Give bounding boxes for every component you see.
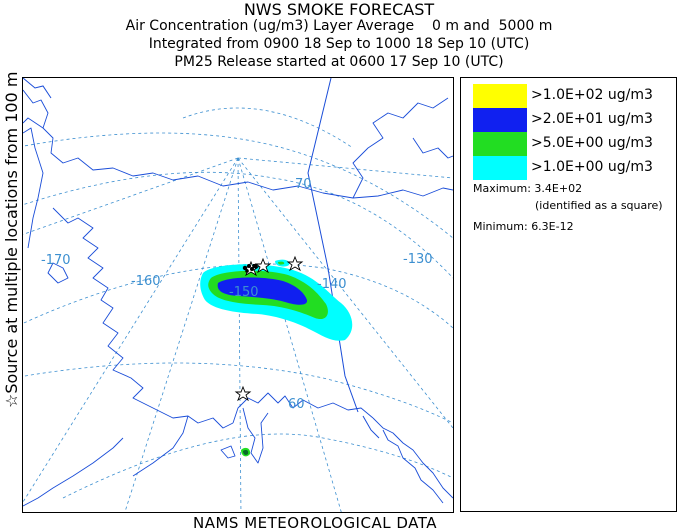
parallel-75 (23, 132, 453, 239)
minimum-readout: Minimum: 6.3E-12 (473, 220, 574, 233)
maximum-label: Maximum: (473, 182, 531, 195)
legend-panel: >1.0E+02 ug/m3 >2.0E+01 ug/m3 >5.0E+00 u… (460, 77, 677, 512)
plume-green-spot (278, 261, 285, 265)
date-line-border (23, 78, 52, 99)
source-star-icon (234, 385, 252, 402)
meridian-140 (237, 157, 342, 512)
panhandle-border (362, 415, 380, 439)
concentration-subtitle: Air Concentration (ug/m3) Layer Average … (125, 18, 553, 34)
legend-swatch (473, 84, 527, 108)
st-lawrence-island (47, 262, 69, 284)
release-time: PM25 Release started at 0600 17 Sep 10 (… (174, 54, 504, 70)
parallel-55 (62, 433, 453, 499)
source-side-text: Source at multiple locations from 100 m (2, 71, 21, 394)
peninsula-south (132, 415, 189, 477)
lon-label-130: -130 (403, 252, 433, 267)
source-side-label: ☆Source at multiple locations from 100 m (2, 72, 24, 408)
coastlines (23, 89, 453, 507)
wrangel-coast (23, 117, 44, 129)
longitude-lines (23, 157, 453, 512)
source-cluster (242, 264, 258, 273)
source-star-icon (286, 255, 304, 272)
legend-swatch (473, 108, 527, 132)
legend-label: >1.0E+02 ug/m3 (531, 87, 653, 103)
legend-item: >1.0E+00 ug/m3 (473, 156, 673, 180)
alaska-peninsula (23, 437, 124, 507)
panhandle-islands (382, 429, 444, 504)
gulf-coast (232, 392, 374, 424)
plume-south-core (243, 450, 249, 455)
maximum-value: 3.4E+02 (534, 182, 583, 195)
lon-label-170: -170 (41, 253, 71, 268)
legend-swatch (473, 156, 527, 180)
lon-label-140: -140 (317, 277, 347, 292)
meridian-170 (23, 157, 239, 503)
cook-inlet (242, 407, 269, 464)
legend-item: >2.0E+01 ug/m3 (473, 108, 673, 132)
parallel-70 (23, 171, 453, 279)
legend-label: >5.0E+00 ug/m3 (531, 135, 653, 151)
minimum-value: 6.3E-12 (531, 220, 574, 233)
map-panel: -170 -160 -150 -140 -130 70 60 (22, 77, 454, 513)
banks-island (412, 137, 453, 159)
plume-blue-core (248, 285, 283, 296)
maximum-square (253, 264, 257, 268)
lat-label-60: 60 (288, 397, 305, 412)
meridian-180 (23, 157, 239, 235)
grid-labels: -170 -160 -150 -140 -130 70 60 (41, 177, 433, 412)
map-title: NWS SMOKE FORECAST (243, 0, 435, 19)
lon-label-150: -150 (229, 285, 259, 300)
maximum-readout: Maximum: 3.4E+02 (473, 182, 582, 195)
west-coast (52, 207, 234, 429)
legend-item: >1.0E+02 ug/m3 (473, 84, 673, 108)
meridian-120 (237, 157, 453, 179)
meridian-160 (124, 157, 239, 512)
lon-label-160: -160 (131, 274, 161, 289)
legend-label: >2.0E+01 ug/m3 (531, 111, 653, 127)
alaska-map: -170 -160 -150 -140 -130 70 60 (23, 78, 453, 512)
minimum-label: Minimum: (473, 220, 528, 233)
parallel-80 (182, 107, 354, 149)
lat-label-70: 70 (295, 177, 312, 192)
smoke-plume (200, 259, 353, 457)
legend-item: >5.0E+00 ug/m3 (473, 132, 673, 156)
chukotka-coast (23, 127, 44, 249)
alaska-canada-border (307, 78, 359, 413)
canadian-archipelago (352, 97, 449, 199)
borders (23, 78, 380, 439)
source-star-icon: ☆ (2, 393, 21, 408)
integration-period: Integrated from 0900 18 Sep to 1000 18 S… (148, 36, 530, 52)
legend-swatch (473, 132, 527, 156)
kodiak-island (220, 445, 236, 459)
meridian-150 (237, 157, 242, 512)
data-source-footer: NAMS METEOROLOGICAL DATA (193, 514, 437, 532)
maximum-note: (identified as a square) (535, 199, 663, 212)
arctic-coast (23, 89, 453, 199)
parallel-60 (23, 362, 453, 424)
source-star-icon (254, 257, 272, 274)
legend-label: >1.0E+00 ug/m3 (531, 159, 653, 175)
panhandle-coast (372, 417, 453, 499)
